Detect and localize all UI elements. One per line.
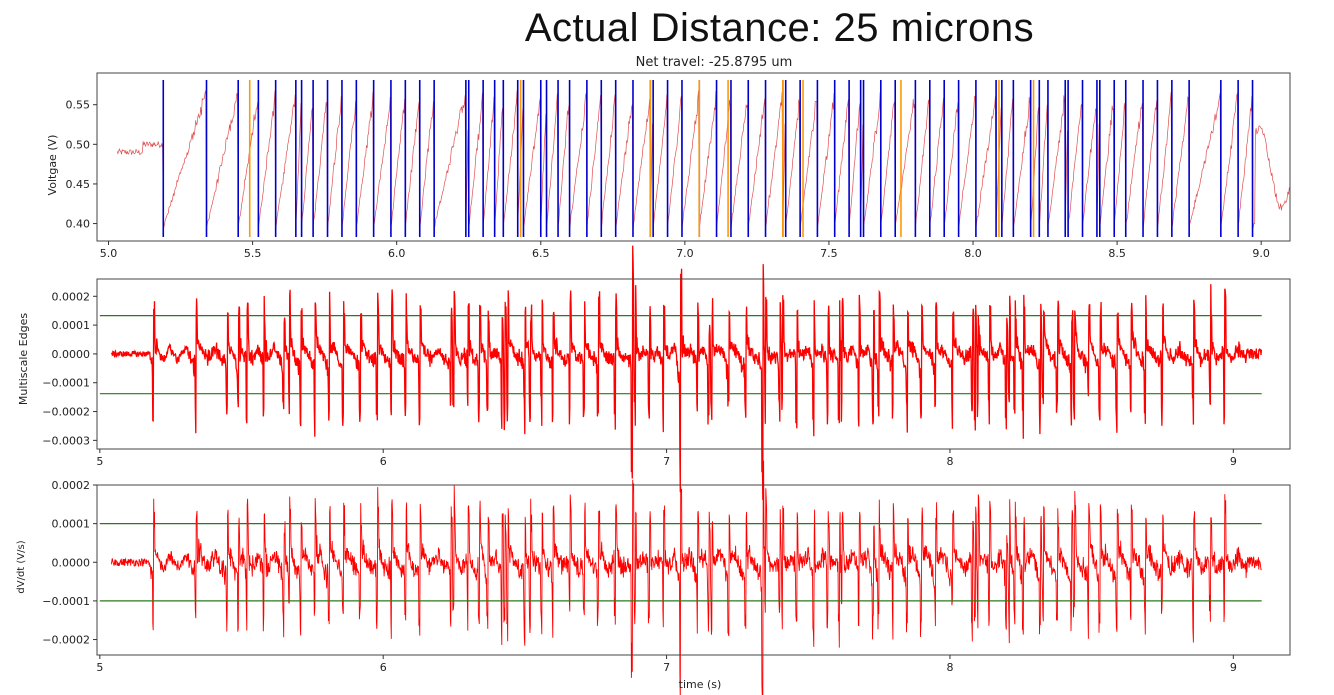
x-tick-label: 5.0 [100, 247, 118, 260]
edges-trace [111, 245, 1263, 500]
y-tick-label: 0.0000 [52, 556, 91, 569]
x-tick-label: 5 [96, 455, 103, 468]
y-tick-label: 0.40 [66, 218, 91, 231]
x-tick-label: 7.0 [676, 247, 694, 260]
derivative-panel: 5 6 7 8 9 0.0002 0.0001 0.0000 −0.0001 −0.0002 d… [16, 460, 1291, 695]
edges-panel: 5 6 7 8 9 0.0002 0.0001 0.0000 −0.0001 −0.0002 −0… [17, 245, 1291, 500]
page-title: Actual Distance: 25 microns [524, 6, 1035, 50]
x-axis-label: time (s) [679, 678, 722, 691]
x-tick-label: 9 [1230, 661, 1237, 674]
y-tick-label: 0.0002 [52, 290, 91, 303]
y-tick-label: −0.0003 [42, 434, 90, 447]
voltage-plot-frame [96, 72, 1291, 242]
y-tick-label: 0.0002 [52, 479, 91, 492]
x-tick-label: 6.0 [388, 247, 406, 260]
y-tick-label: 0.0001 [52, 319, 91, 332]
x-tick-label: 7.5 [820, 247, 838, 260]
x-tick-label: 9.0 [1252, 247, 1270, 260]
y-tick-label: 0.45 [66, 178, 91, 191]
derivative-plot-frame [96, 484, 1291, 656]
x-tick-label: 5 [96, 661, 103, 674]
y-tick-label: 0.50 [66, 138, 91, 151]
y-tick-label: −0.0002 [42, 406, 90, 419]
x-tick-label: 6.5 [532, 247, 550, 260]
y-tick-label: 0.55 [66, 99, 91, 112]
x-tick-label: 7 [663, 455, 670, 468]
edges-y-label: Multiscale Edges [17, 313, 30, 405]
voltage-y-label: Voltgae (V) [46, 135, 59, 196]
y-tick-label: 0.0000 [52, 348, 91, 361]
x-tick-label: 8.0 [964, 247, 982, 260]
x-tick-label: 8 [946, 455, 953, 468]
x-tick-label: 8.5 [1108, 247, 1126, 260]
x-tick-label: 9 [1230, 455, 1237, 468]
y-tick-label: −0.0001 [42, 377, 90, 390]
voltage-panel-title: Net travel: -25.8795 um [636, 55, 793, 70]
edges-plot-frame [96, 278, 1291, 450]
derivative-y-label: dV/dt (V/s) [16, 540, 27, 593]
y-tick-label: −0.0001 [42, 595, 90, 608]
x-tick-label: 8 [946, 661, 953, 674]
y-tick-label: 0.0001 [52, 518, 91, 531]
x-tick-label: 7 [663, 661, 670, 674]
y-tick-label: −0.0002 [42, 634, 90, 647]
voltage-panel: Net travel: -25.8795 um 5.0 5.5 6.0 6.5 7.0 7… [46, 55, 1291, 260]
x-tick-label: 6 [380, 661, 387, 674]
x-tick-label: 5.5 [244, 247, 262, 260]
derivative-trace [110, 460, 1262, 695]
x-tick-label: 6 [380, 455, 387, 468]
